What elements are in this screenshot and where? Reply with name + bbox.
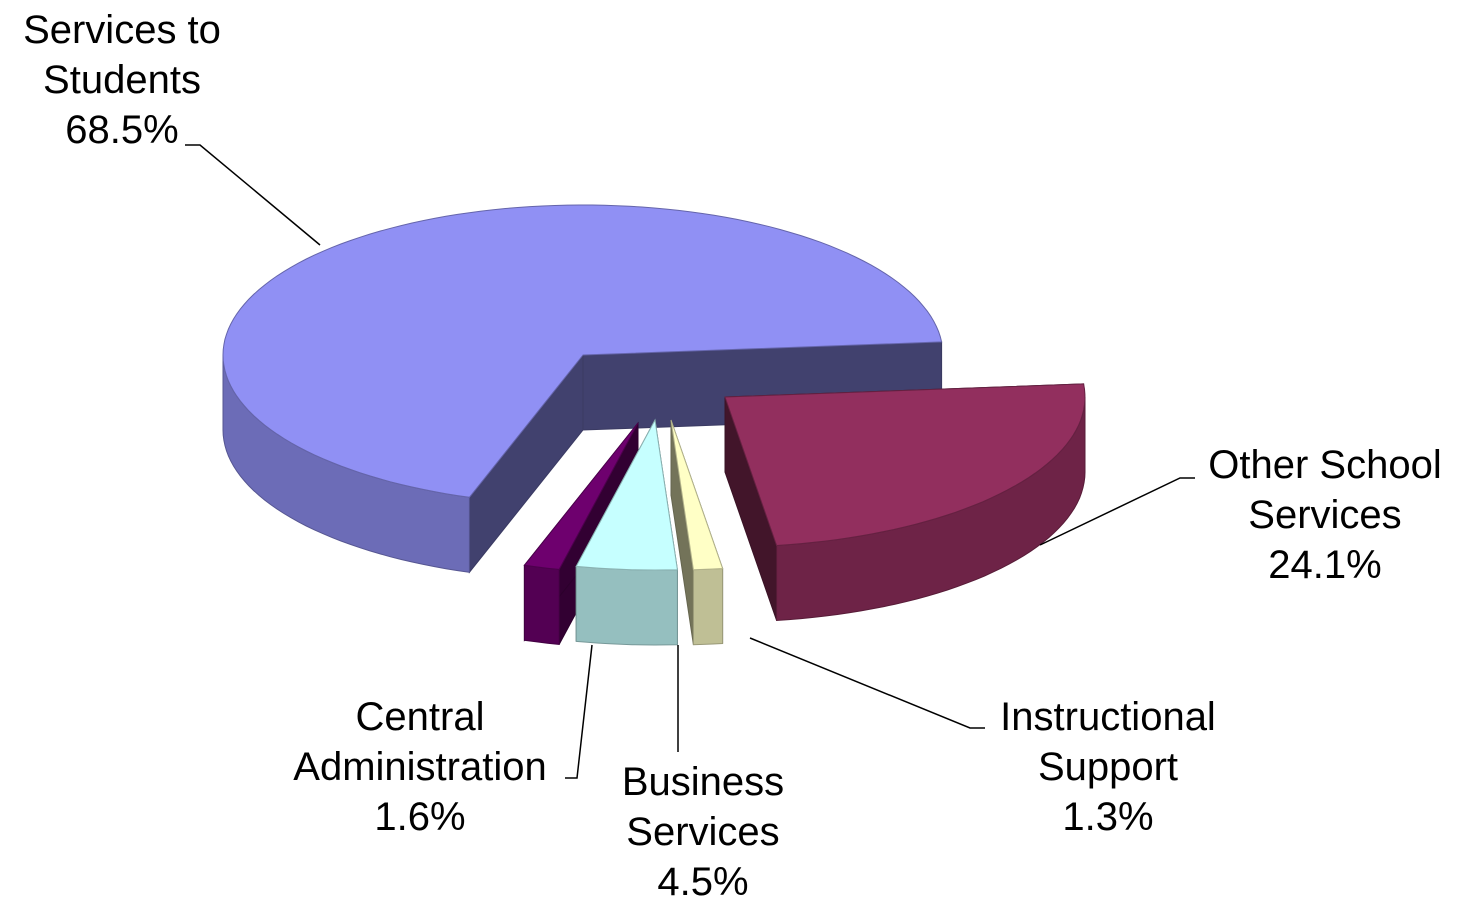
- category-name: Central Administration: [293, 695, 547, 789]
- slice-label: Central Administration 1.6%: [275, 692, 565, 842]
- slice-label: Other School Services 24.1%: [1190, 440, 1460, 590]
- slice: [523, 422, 639, 570]
- value-label: 4.5%: [657, 860, 749, 901]
- category-name: Services to Students: [23, 8, 221, 102]
- category-name: Other School Services: [1208, 443, 1442, 537]
- slice-outer-wall: [575, 565, 678, 646]
- slice-outer-wall: [692, 567, 724, 646]
- value-label: 1.3%: [1062, 795, 1154, 839]
- slice-outer-wall: [523, 564, 560, 645]
- slice: [222, 204, 943, 498]
- slice: [575, 418, 678, 571]
- value-label: 24.1%: [1268, 543, 1382, 587]
- leader-line: [1039, 477, 1195, 546]
- slice-label: Business Services 4.5%: [608, 757, 798, 901]
- slice-label: Services to Students 68.5%: [7, 5, 237, 155]
- leader-line: [185, 144, 321, 246]
- value-label: 68.5%: [65, 108, 179, 152]
- leader-line: [749, 637, 985, 729]
- slice: [670, 419, 724, 571]
- category-name: Instructional Support: [1000, 695, 1216, 789]
- category-name: Business Services: [621, 760, 785, 854]
- leader-line: [565, 644, 593, 779]
- slice: [724, 383, 1086, 547]
- value-label: 1.6%: [374, 795, 466, 839]
- slice-label: Instructional Support 1.3%: [988, 692, 1228, 842]
